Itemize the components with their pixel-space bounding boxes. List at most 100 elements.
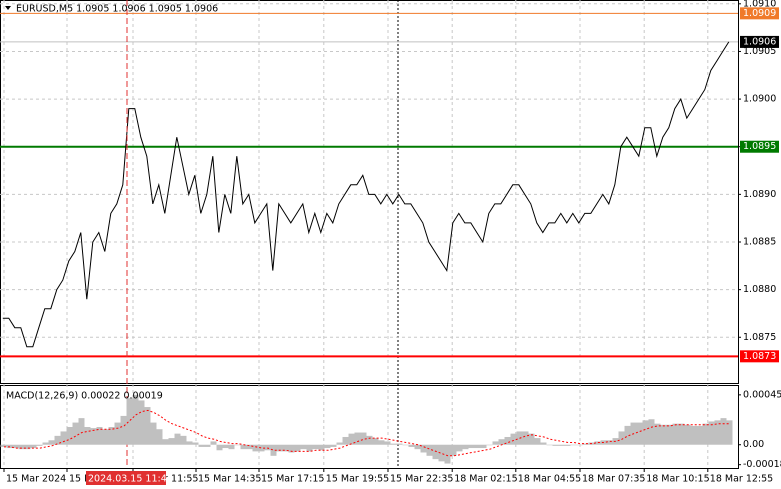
macd-bar bbox=[696, 425, 703, 445]
x-tick-label: 18 Mar 12:55 bbox=[710, 474, 773, 485]
macd-bar bbox=[180, 435, 187, 445]
macd-bar bbox=[480, 444, 487, 449]
level-label: 1.0873 bbox=[743, 351, 776, 362]
macd-bar bbox=[642, 420, 649, 445]
macd-bar bbox=[582, 443, 589, 445]
macd-bar bbox=[396, 443, 403, 445]
y-tick-label: 1.0905 bbox=[743, 46, 776, 57]
macd-bar bbox=[528, 433, 535, 445]
macd-bar bbox=[360, 432, 367, 445]
macd-bar bbox=[312, 444, 319, 450]
macd-bar bbox=[690, 425, 697, 445]
price-title: EURUSD,M5 1.0905 1.0906 1.0905 1.0906 bbox=[16, 4, 218, 15]
macd-bar bbox=[354, 432, 361, 445]
macd-bar bbox=[84, 427, 91, 445]
macd-bar bbox=[498, 439, 505, 445]
menu-arrow bbox=[5, 6, 11, 10]
macd-bar bbox=[6, 444, 13, 449]
macd-bar bbox=[228, 444, 235, 450]
y-tick-label: 1.0910 bbox=[743, 0, 776, 9]
macd-bar bbox=[726, 420, 733, 445]
macd-bar bbox=[474, 444, 481, 449]
macd-bar bbox=[60, 431, 67, 445]
macd-bar bbox=[336, 442, 343, 445]
macd-bar bbox=[240, 444, 247, 450]
macd-bar bbox=[330, 444, 337, 447]
macd-bar bbox=[288, 444, 295, 453]
macd-bar bbox=[432, 444, 439, 460]
macd-bar bbox=[414, 444, 421, 450]
macd-bar bbox=[318, 444, 325, 451]
macd-bar bbox=[282, 444, 289, 452]
price-line bbox=[2, 41, 730, 348]
macd-bar bbox=[426, 444, 433, 456]
macd-bar bbox=[408, 444, 415, 447]
macd-bar bbox=[666, 424, 673, 445]
macd-bar bbox=[348, 433, 355, 445]
macd-bar bbox=[468, 444, 475, 449]
macd-bar bbox=[552, 444, 559, 446]
macd-bar bbox=[366, 435, 373, 445]
macd-bar bbox=[702, 423, 709, 445]
macd-bar bbox=[72, 422, 79, 445]
y-tick-label: 0.00 bbox=[743, 439, 764, 450]
macd-bar bbox=[660, 424, 667, 445]
macd-bar bbox=[264, 444, 271, 451]
macd-bar bbox=[492, 441, 499, 445]
signal-line bbox=[4, 409, 730, 457]
x-tick-label: 18 Mar 02:15 bbox=[454, 474, 517, 485]
macd-bar bbox=[438, 444, 445, 462]
macd-bar bbox=[126, 398, 133, 445]
level-label-box bbox=[740, 350, 779, 363]
macd-bar bbox=[102, 429, 109, 445]
macd-bar bbox=[624, 425, 631, 445]
macd-bar bbox=[672, 423, 679, 445]
y-tick-label: 1.0875 bbox=[743, 332, 776, 343]
macd-bar bbox=[24, 444, 31, 450]
x-tick-label: 18 Mar 04:55 bbox=[518, 474, 581, 485]
macd-bar bbox=[216, 444, 223, 451]
macd-bar bbox=[48, 440, 55, 445]
macd-bar bbox=[558, 444, 565, 446]
macd-bar bbox=[138, 400, 145, 445]
macd-bar bbox=[372, 438, 379, 445]
macd-bar bbox=[162, 439, 169, 445]
macd-bar bbox=[234, 444, 241, 446]
macd-bar bbox=[0, 444, 7, 447]
macd-bar bbox=[540, 442, 547, 445]
x-tick-label: 15 Mar 19:55 bbox=[326, 474, 389, 485]
x-tick-label: 18 Mar 07:35 bbox=[582, 474, 645, 485]
macd-bar bbox=[684, 424, 691, 445]
macd-bar bbox=[594, 441, 601, 445]
macd-bar bbox=[390, 443, 397, 445]
level-label-box bbox=[740, 35, 779, 48]
y-tick-label: 1.0880 bbox=[743, 284, 776, 295]
macd-bar bbox=[678, 423, 685, 445]
x-tick-label: 15 Mar 2024 bbox=[6, 474, 66, 485]
macd-bar bbox=[486, 444, 493, 446]
macd-bar bbox=[576, 444, 583, 446]
macd-bar bbox=[456, 444, 463, 452]
macd-bar bbox=[54, 435, 61, 445]
macd-bar bbox=[66, 427, 73, 445]
macd-bar bbox=[294, 444, 301, 452]
macd-bar bbox=[450, 444, 457, 456]
macd-bar bbox=[222, 444, 229, 449]
macd-bar bbox=[192, 442, 199, 445]
macd-frame bbox=[0, 385, 739, 469]
macd-bar bbox=[324, 444, 331, 449]
macd-bar bbox=[120, 415, 127, 445]
macd-bar bbox=[648, 419, 655, 445]
y-tick-label: 1.0900 bbox=[743, 94, 776, 105]
macd-title: MACD(12,26,9) 0.00022 0.00019 bbox=[6, 391, 163, 402]
x-tick-label: 18 Mar 10:15 bbox=[646, 474, 709, 485]
macd-bar bbox=[720, 418, 727, 445]
macd-bar bbox=[144, 407, 151, 445]
macd-bar bbox=[342, 436, 349, 445]
macd-bar bbox=[198, 444, 205, 447]
macd-bar bbox=[258, 444, 265, 452]
y-tick-label: 1.0885 bbox=[743, 236, 776, 247]
level-label: 1.0909 bbox=[743, 8, 776, 19]
macd-bar bbox=[420, 444, 427, 453]
